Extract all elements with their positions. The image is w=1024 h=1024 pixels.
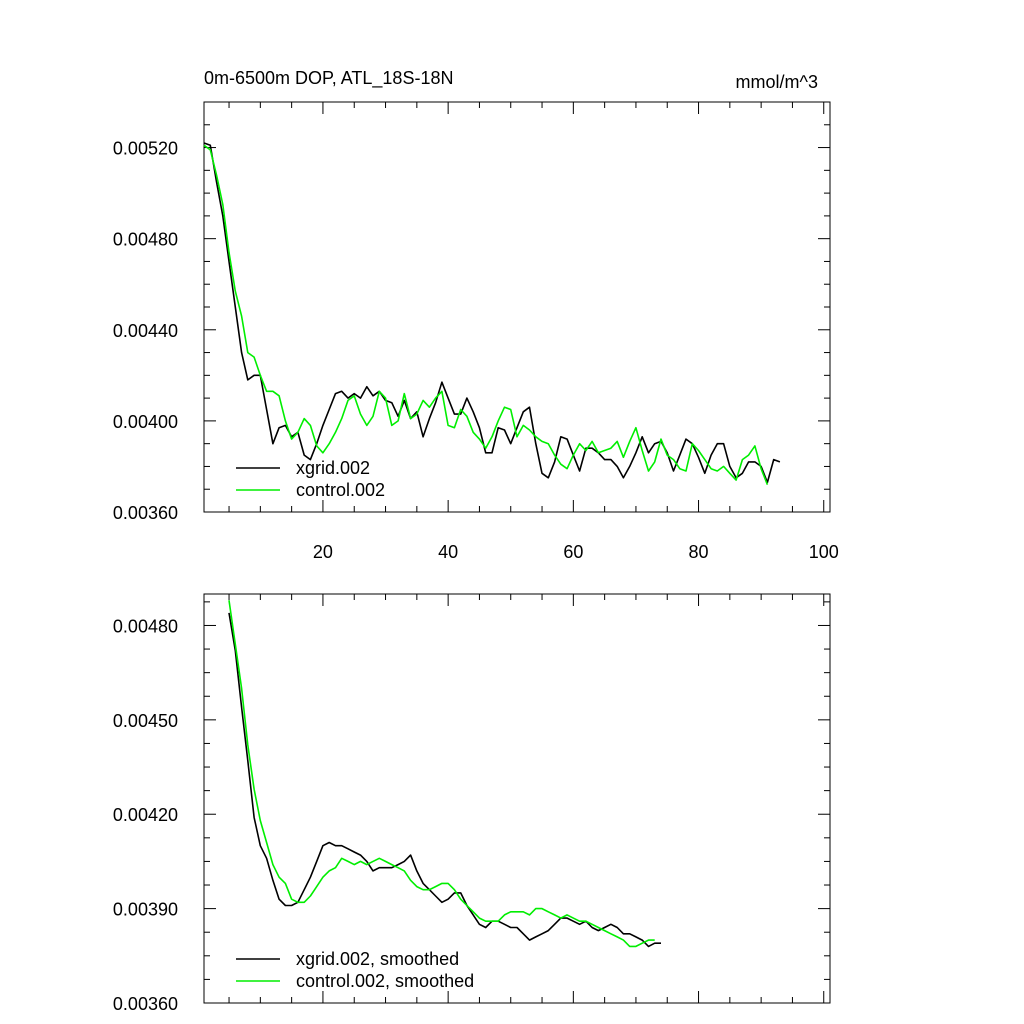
y-tick-label: 0.00520 bbox=[113, 139, 178, 159]
y-tick-label: 0.00360 bbox=[113, 503, 178, 523]
x-tick-label: 60 bbox=[563, 542, 583, 562]
y-tick-label: 0.00420 bbox=[113, 805, 178, 825]
y-tick-label: 0.00400 bbox=[113, 412, 178, 432]
y-tick-label: 0.00450 bbox=[113, 711, 178, 731]
legend-label: control.002 bbox=[296, 480, 385, 500]
legend-label: xgrid.002 bbox=[296, 458, 370, 478]
series-line-control-002 bbox=[203, 144, 769, 485]
x-tick-label: 100 bbox=[809, 542, 839, 562]
plot-frame bbox=[203, 101, 831, 513]
y-tick-label: 0.00480 bbox=[113, 230, 178, 250]
bottom-line-chart-smoothed: 0.00360 0.00390 0.00420 0.00450 0.00480 xgrid… bbox=[113, 593, 831, 1014]
y-tick-label: 0.00360 bbox=[113, 994, 178, 1014]
y-tick-label: 0.00440 bbox=[113, 321, 178, 341]
top-chart-title: 0m-6500m DOP, ATL_18S-18N bbox=[204, 68, 453, 89]
top-line-chart: 20 40 60 80 100 0.00360 0.00400 0.00440 0.00480 0… bbox=[113, 101, 839, 562]
series-line-control-002-smoothed bbox=[228, 600, 655, 948]
x-tick-label: 20 bbox=[313, 542, 333, 562]
plot-frame bbox=[203, 593, 831, 1004]
legend-label: xgrid.002, smoothed bbox=[296, 949, 459, 969]
y-tick-label: 0.00390 bbox=[113, 900, 178, 920]
x-tick-label: 40 bbox=[438, 542, 458, 562]
series-line-xgrid-002 bbox=[203, 142, 781, 484]
x-tick-label: 80 bbox=[689, 542, 709, 562]
y-tick-label: 0.00480 bbox=[113, 616, 178, 636]
legend-label: control.002, smoothed bbox=[296, 971, 474, 991]
series-line-xgrid-002-smoothed bbox=[228, 612, 661, 948]
top-chart-units: mmol/m^3 bbox=[736, 72, 818, 92]
